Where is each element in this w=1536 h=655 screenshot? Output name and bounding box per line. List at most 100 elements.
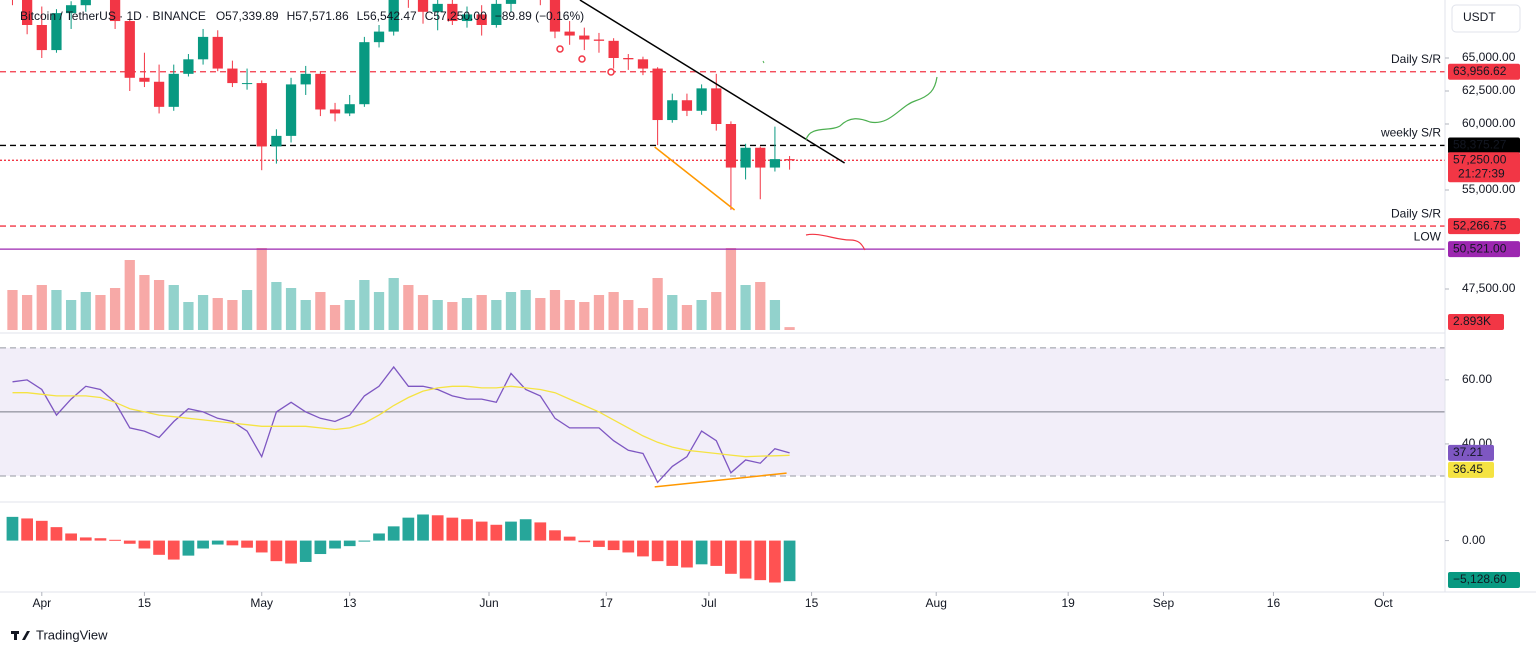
level-name: LOW [1414, 229, 1442, 243]
level-name: Daily S/R [1391, 206, 1441, 220]
marker [607, 68, 615, 76]
candle-body [124, 21, 135, 78]
volume-bar [652, 278, 663, 330]
volume-bar [315, 292, 326, 330]
x-tick-label: 17 [600, 596, 614, 610]
candle-body [344, 104, 355, 114]
candle-body [80, 0, 91, 6]
x-tick-label: Jul [701, 596, 716, 610]
legend-value: L56,542.47 [357, 9, 417, 23]
volume-bar [95, 295, 106, 330]
histogram-bar [431, 515, 444, 541]
symbol-title: Bitcoin / TetherUS · 1D · BINANCE [20, 9, 206, 23]
volume-bar [461, 298, 473, 330]
volume-bar [711, 292, 722, 330]
projection-path [805, 233, 866, 251]
histogram-bar [109, 539, 121, 541]
histogram-bar [549, 530, 561, 541]
candle-body [681, 100, 693, 111]
histogram-bar [270, 540, 283, 562]
price-pane [0, 0, 1445, 330]
histogram-bar [505, 521, 517, 541]
histogram-bar [211, 540, 224, 545]
x-tick-label: 15 [138, 596, 152, 610]
x-tick-label: 16 [1267, 596, 1281, 610]
candle-body [608, 40, 619, 59]
projection-mark [762, 60, 765, 64]
histogram-bar [138, 540, 151, 549]
histogram-bar [167, 540, 180, 560]
histogram-bar [622, 540, 635, 553]
volume-bar [139, 275, 150, 330]
candle-body [417, 0, 429, 12]
volume-bar [432, 300, 443, 330]
volume-bar [285, 288, 297, 330]
candle-body [593, 39, 605, 41]
volume-bar [755, 282, 766, 330]
x-tick-label: 15 [805, 596, 819, 610]
histogram-bar [754, 540, 767, 581]
histogram-bar [417, 514, 429, 541]
y-tick-label: 47,500.00 [1462, 281, 1516, 295]
histogram-bar [681, 540, 693, 568]
histogram-bar [123, 540, 136, 544]
candle-body [51, 13, 62, 51]
legend-value: O57,339.89 [216, 9, 279, 23]
candle-body [271, 135, 282, 147]
candle-body [109, 0, 121, 22]
candle-body [696, 88, 707, 111]
x-tick-label: 13 [343, 596, 357, 610]
volume-bar [168, 285, 179, 330]
countdown: 21:27:39 [1458, 166, 1505, 180]
trendline [579, 0, 845, 164]
candle-body [432, 3, 443, 12]
price-badge-label: 58,375.27 [1453, 138, 1507, 152]
volume-bar [447, 302, 458, 330]
candle-body [21, 0, 33, 26]
candle-body [505, 0, 517, 4]
macd-pane [6, 514, 796, 583]
volume-bar [36, 285, 47, 330]
candle-body [197, 36, 209, 60]
candle-body [711, 88, 722, 125]
histogram-bar [226, 540, 239, 546]
legend-value: C57,250.00 [425, 9, 487, 23]
volume-bar [359, 280, 370, 330]
candle-body [476, 14, 487, 26]
histogram-bar [255, 540, 268, 553]
volume-bar [212, 298, 223, 330]
candle-body [491, 3, 502, 26]
value-badge [1448, 444, 1494, 461]
x-tick-label: Oct [1374, 596, 1393, 610]
histogram-bar [329, 540, 341, 549]
y-tick-label: 65,000.00 [1462, 50, 1516, 64]
candle-body [784, 159, 795, 161]
volume-bar [80, 292, 91, 330]
histogram-bar [769, 540, 781, 583]
rsi-line [12, 365, 790, 484]
price-badge [1448, 63, 1520, 80]
volume-bar [564, 300, 575, 330]
candle-body [667, 100, 678, 121]
histogram-bar [241, 540, 253, 548]
histogram-bar [725, 540, 737, 574]
volume-bar [329, 305, 341, 330]
candle-body [373, 31, 385, 43]
level-name: Daily S/R [1391, 52, 1441, 66]
candle-body [359, 42, 370, 105]
histogram-bar [197, 540, 209, 549]
watermark: TradingView [36, 627, 108, 642]
volume-bar [637, 308, 649, 330]
currency-box[interactable] [1451, 4, 1521, 33]
histogram-bar [343, 540, 356, 547]
candle-body [623, 58, 634, 60]
volume-bar [505, 292, 517, 330]
candle-body [285, 84, 297, 136]
histogram-bar [666, 540, 679, 566]
legend-value: H57,571.86 [287, 9, 349, 23]
volume-bar [725, 248, 737, 330]
volume-bar [183, 302, 194, 330]
candle-body [153, 81, 165, 107]
